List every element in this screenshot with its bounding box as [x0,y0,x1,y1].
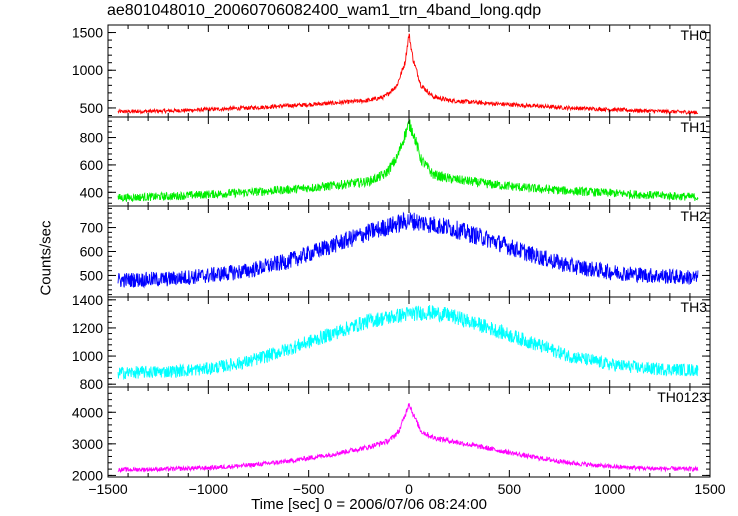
y-tick-label: 800 [80,376,104,392]
series-line-th3 [117,304,699,381]
panel-label-th0: TH0 [681,27,708,43]
y-tick-label: 1500 [72,25,103,41]
y-tick-label: 3000 [72,436,103,452]
y-tick-label: 600 [80,157,104,173]
chart-title: ae801048010_20060706082400_wam1_trn_4ban… [107,2,542,19]
y-tick-label: 2000 [72,467,103,483]
panel-frame-th2 [107,205,711,298]
x-axis-label: Time [sec] 0 = 2006/07/06 08:24:00 [251,496,487,513]
y-tick-label: 1400 [72,292,103,308]
series-line-th0 [117,33,699,115]
x-tick-label: −1500 [88,481,128,497]
panel-frame-th0123 [107,386,711,478]
panel-label-th2: TH2 [681,208,708,224]
y-tick-label: 400 [80,184,104,200]
y-tick-label: 800 [80,130,104,146]
y-tick-label: 4000 [72,404,103,420]
y-tick-label: 600 [80,244,104,260]
y-tick-label: 700 [80,220,104,236]
x-tick-label: 0 [405,481,413,497]
x-tick-label: 500 [498,481,522,497]
y-tick-label: 500 [80,267,104,283]
y-tick-label: 1200 [72,320,103,336]
series-line-th1 [117,119,699,203]
x-tick-label: 1500 [694,481,725,497]
x-tick-label: −1000 [189,481,229,497]
panel-label-th0123: TH0123 [657,389,707,405]
x-tick-label: 1000 [594,481,625,497]
panel-label-th1: TH1 [681,119,708,135]
x-tick-label: −500 [293,481,325,497]
y-tick-label: 500 [80,100,104,116]
y-tick-label: 1000 [72,62,103,78]
panel-frame-th0 [107,24,711,118]
panel-label-th3: TH3 [681,299,708,315]
series-line-th2 [117,211,699,289]
series-line-th0123 [117,403,699,474]
y-tick-label: 1000 [72,348,103,364]
